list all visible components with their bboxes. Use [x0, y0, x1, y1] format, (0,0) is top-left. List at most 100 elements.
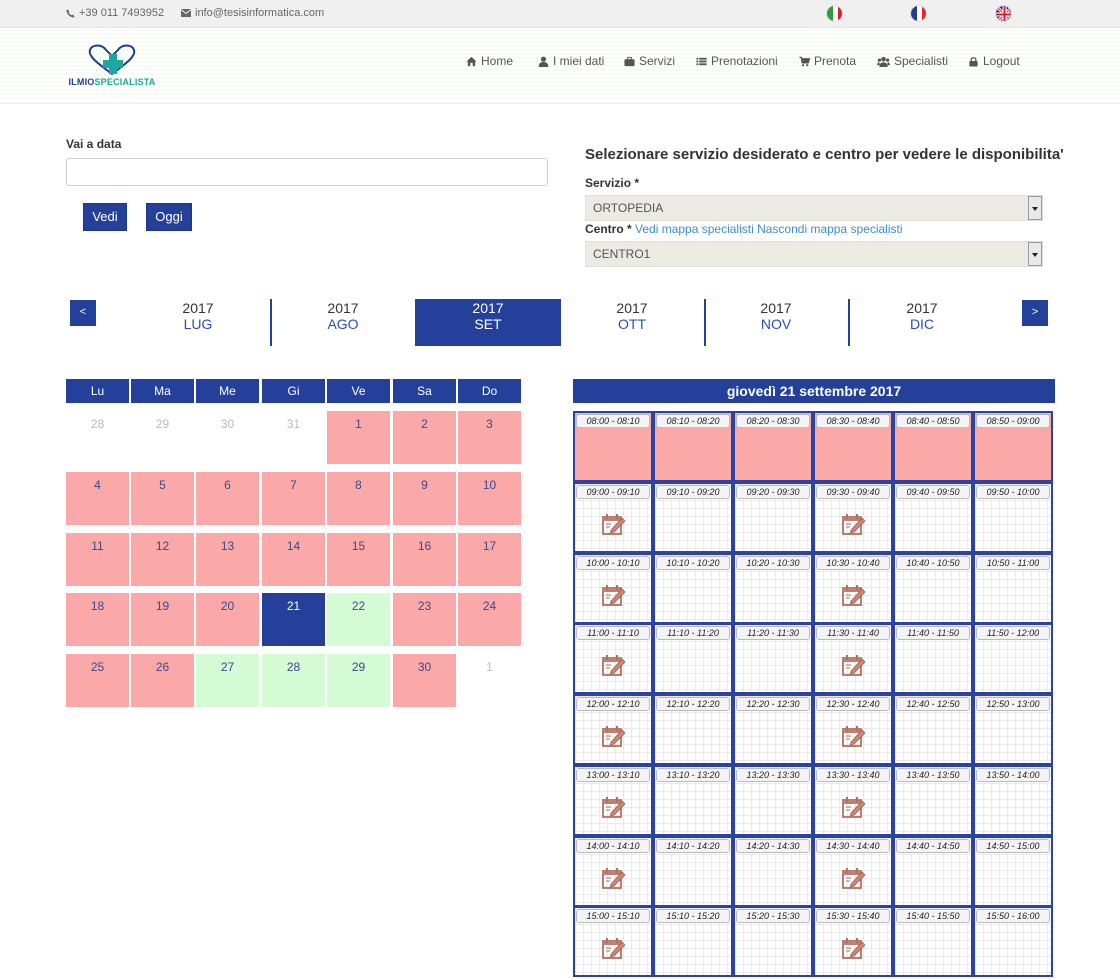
calendar-edit-icon[interactable]: [601, 653, 627, 677]
calendar-edit-icon[interactable]: [601, 936, 627, 960]
logo[interactable]: ILMIOSPECIALISTA: [66, 42, 158, 90]
calendar-day[interactable]: 15: [327, 532, 390, 586]
nav-i-miei-dati[interactable]: I miei dati: [538, 54, 604, 68]
time-slot-bookable[interactable]: 12:30 - 12:40: [813, 694, 893, 765]
calendar-day[interactable]: 6: [196, 471, 259, 525]
prev-month-button[interactable]: <: [70, 300, 96, 326]
calendar-day[interactable]: 14: [262, 532, 325, 586]
time-slot-bookable[interactable]: 10:30 - 10:40: [813, 552, 893, 624]
calendar-day[interactable]: 16: [393, 532, 456, 586]
centro-select[interactable]: CENTRO1: [585, 241, 1043, 267]
time-slot: 15:40 - 15:50: [893, 906, 973, 978]
time-slot-bookable[interactable]: 15:30 - 15:40: [813, 906, 893, 978]
calendar-day[interactable]: 7: [262, 471, 325, 525]
home-icon: [466, 56, 477, 66]
calendar-edit-icon[interactable]: [841, 936, 867, 960]
calendar-day[interactable]: 12: [131, 532, 194, 586]
nav-specialisti[interactable]: Specialisti: [877, 54, 948, 68]
servizio-select[interactable]: ORTOPEDIA: [585, 195, 1043, 221]
show-map-link[interactable]: Vedi mappa specialisti: [635, 222, 754, 236]
calendar-day[interactable]: 22: [327, 593, 390, 647]
calendar-edit-icon[interactable]: [601, 724, 627, 748]
slot-time-label: 15:40 - 15:50: [896, 909, 970, 924]
time-slot: 12:50 - 13:00: [973, 694, 1053, 765]
next-month-button[interactable]: >: [1022, 300, 1048, 326]
month-dic[interactable]: 2017 DIC: [849, 299, 995, 346]
calendar-day: 31: [286, 417, 301, 431]
calendar-edit-icon[interactable]: [601, 795, 627, 819]
calendar-edit-icon[interactable]: [601, 512, 627, 536]
calendar-day[interactable]: 28: [262, 654, 325, 707]
time-slot-bookable[interactable]: 13:00 - 13:10: [573, 764, 653, 836]
goto-date-input[interactable]: [66, 158, 548, 186]
calendar-day[interactable]: 29: [327, 654, 390, 707]
centro-select-value: CENTRO1: [593, 247, 651, 261]
calendar-day[interactable]: 26: [131, 654, 194, 707]
time-slot-bookable[interactable]: 14:30 - 14:40: [813, 835, 893, 907]
nav-servizi[interactable]: Servizi: [624, 54, 675, 68]
italian-flag-icon[interactable]: [826, 5, 843, 22]
calendar-edit-icon[interactable]: [601, 583, 627, 607]
calendar-day[interactable]: 23: [393, 593, 456, 647]
month-ott[interactable]: 2017 OTT: [560, 299, 706, 346]
english-flag-icon[interactable]: [995, 5, 1012, 22]
calendar-edit-icon[interactable]: [841, 724, 867, 748]
calendar-day: 29: [155, 417, 170, 431]
email-info[interactable]: info@tesisinformatica.com: [181, 7, 324, 19]
nav-prenotazioni[interactable]: Prenotazioni: [696, 54, 778, 68]
calendar-day[interactable]: 5: [131, 471, 194, 525]
calendar-day[interactable]: 27: [196, 654, 259, 707]
french-flag-icon[interactable]: [910, 5, 927, 22]
calendar-edit-icon[interactable]: [841, 866, 867, 890]
calendar-edit-icon[interactable]: [841, 653, 867, 677]
month-set[interactable]: 2017 SET: [415, 299, 561, 346]
calendar-day[interactable]: 4: [66, 471, 129, 525]
calendar-day[interactable]: 11: [66, 532, 129, 586]
calendar-edit-icon[interactable]: [841, 795, 867, 819]
time-slot-bookable[interactable]: 12:00 - 12:10: [573, 694, 653, 765]
hide-map-link[interactable]: Nascondi mappa specialisti: [757, 222, 903, 236]
calendar-edit-icon[interactable]: [841, 512, 867, 536]
calendar-day[interactable]: 8: [327, 471, 390, 525]
month-lug[interactable]: 2017 LUG: [126, 299, 272, 346]
time-slot-bookable[interactable]: 09:30 - 09:40: [813, 481, 893, 553]
calendar-day[interactable]: 1: [327, 411, 390, 464]
calendar-day[interactable]: 2: [393, 411, 456, 464]
calendar-day[interactable]: 21: [262, 593, 325, 647]
centro-label: Centro *: [585, 222, 632, 236]
chevron-down-icon[interactable]: [1028, 196, 1042, 220]
time-slot-bookable[interactable]: 09:00 - 09:10: [573, 481, 653, 553]
calendar-day[interactable]: 13: [196, 532, 259, 586]
time-slot-bookable[interactable]: 11:00 - 11:10: [573, 623, 653, 695]
calendar-day[interactable]: 18: [66, 593, 129, 647]
calendar-day[interactable]: 17: [458, 532, 521, 586]
calendar-edit-icon[interactable]: [601, 866, 627, 890]
oggi-button[interactable]: Oggi: [146, 203, 192, 231]
slot-time-label: 10:40 - 10:50: [896, 555, 970, 570]
time-slot-bookable[interactable]: 13:30 - 13:40: [813, 764, 893, 836]
time-slot-busy: 08:40 - 08:50: [893, 411, 973, 482]
nav-logout[interactable]: Logout: [968, 54, 1020, 68]
month-year: 2017: [760, 300, 792, 316]
nav-home[interactable]: Home: [466, 54, 513, 68]
time-slots-grid: giovedì 21 settembre 2017 08:00 - 08:10 0…: [573, 379, 1055, 979]
chevron-down-icon[interactable]: [1028, 242, 1042, 266]
calendar-day[interactable]: 10: [458, 471, 521, 525]
time-slot-bookable[interactable]: 15:00 - 15:10: [573, 906, 653, 978]
calendar-day[interactable]: 9: [393, 471, 456, 525]
nav-prenota[interactable]: Prenota: [799, 54, 856, 68]
time-slot-bookable[interactable]: 14:00 - 14:10: [573, 835, 653, 907]
slot-time-label: 09:50 - 10:00: [976, 484, 1050, 499]
calendar-day[interactable]: 20: [196, 593, 259, 647]
time-slot-bookable[interactable]: 11:30 - 11:40: [813, 623, 893, 695]
calendar-day[interactable]: 3: [458, 411, 521, 464]
calendar-day[interactable]: 25: [66, 654, 129, 707]
vedi-button[interactable]: Vedi: [83, 203, 127, 231]
time-slot-bookable[interactable]: 10:00 - 10:10: [573, 552, 653, 624]
calendar-day[interactable]: 19: [131, 593, 194, 647]
calendar-day[interactable]: 30: [393, 654, 456, 707]
calendar-edit-icon[interactable]: [841, 583, 867, 607]
calendar-day[interactable]: 24: [458, 593, 521, 647]
month-nov[interactable]: 2017 NOV: [704, 299, 850, 346]
month-ago[interactable]: 2017 AGO: [270, 299, 416, 346]
